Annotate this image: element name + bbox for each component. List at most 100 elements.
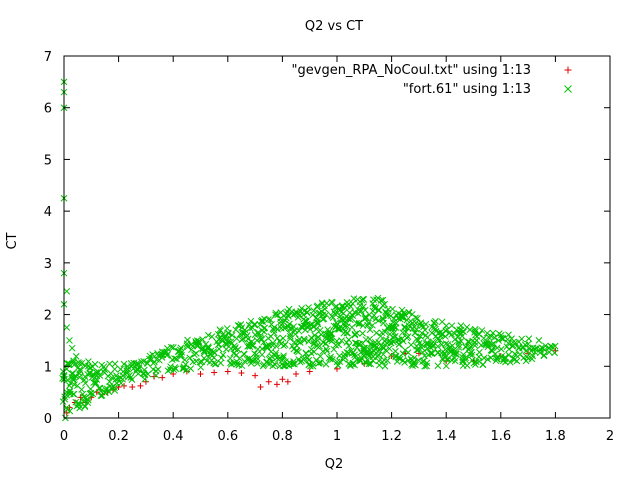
- data-point-fort61: [414, 314, 421, 322]
- data-point-fort61: [280, 362, 287, 370]
- data-point-fort61: [412, 314, 419, 322]
- data-point-fort61: [258, 345, 266, 353]
- y-tick-label: 2: [44, 309, 52, 324]
- data-point-rpa: [293, 371, 300, 378]
- data-point-fort61: [70, 390, 77, 398]
- data-point-fort61: [458, 332, 466, 340]
- data-point-fort61: [348, 347, 355, 354]
- data-point-rpa: [211, 369, 218, 376]
- data-point-rpa: [224, 368, 231, 375]
- data-point-fort61: [69, 376, 77, 384]
- data-point-fort61: [475, 330, 483, 338]
- data-point-fort61: [370, 303, 378, 311]
- data-point-fort61: [119, 372, 127, 379]
- data-point-fort61: [210, 359, 218, 367]
- data-point-fort61: [274, 334, 281, 342]
- data-point-fort61: [341, 315, 349, 323]
- data-point-fort61: [80, 393, 88, 401]
- data-point-fort61: [342, 319, 350, 327]
- data-point-fort61: [394, 336, 401, 344]
- data-point-fort61: [289, 360, 297, 368]
- data-point-fort61: [322, 311, 330, 319]
- data-point-fort61: [430, 341, 437, 349]
- data-point-fort61: [120, 360, 128, 368]
- data-point-fort61: [320, 315, 328, 323]
- data-point-fort61: [205, 331, 212, 339]
- chart-title: Q2 vs CT: [305, 19, 363, 34]
- data-point-rpa: [306, 368, 313, 375]
- y-tick-label: 7: [44, 50, 52, 65]
- data-point-fort61: [63, 324, 71, 331]
- data-point-fort61: [269, 358, 276, 366]
- data-point-fort61: [329, 356, 336, 363]
- data-point-fort61: [360, 303, 367, 310]
- data-point-fort61: [171, 355, 178, 362]
- data-point-fort61: [381, 337, 388, 345]
- data-point-fort61: [75, 399, 82, 407]
- legend-marker: [564, 66, 572, 74]
- data-point-fort61: [270, 324, 278, 331]
- data-point-fort61: [317, 359, 325, 366]
- data-point-fort61: [451, 336, 459, 343]
- data-point-fort61: [251, 320, 259, 328]
- data-point-fort61: [224, 338, 232, 346]
- data-point-fort61: [488, 341, 496, 348]
- data-point-fort61: [375, 306, 383, 314]
- data-point-fort61: [527, 347, 535, 355]
- data-point-fort61: [219, 351, 227, 359]
- data-point-rpa: [159, 374, 166, 381]
- data-point-fort61: [281, 341, 289, 349]
- data-point-fort61: [82, 362, 89, 370]
- data-point-fort61: [345, 336, 353, 344]
- x-tick-label: 1.2: [381, 429, 402, 444]
- data-point-fort61: [361, 315, 369, 322]
- data-point-fort61: [253, 357, 260, 364]
- data-point-fort61: [341, 354, 349, 362]
- data-point-fort61: [323, 299, 330, 307]
- data-point-fort61: [505, 351, 512, 359]
- data-point-fort61: [272, 349, 280, 357]
- data-point-fort61: [395, 341, 403, 348]
- data-point-fort61: [240, 350, 248, 358]
- data-point-fort61: [422, 320, 430, 328]
- data-point-fort61: [522, 347, 530, 355]
- data-point-fort61: [511, 356, 518, 364]
- data-point-fort61: [349, 300, 356, 307]
- data-point-fort61: [366, 335, 374, 343]
- data-point-fort61: [198, 358, 206, 366]
- data-point-fort61: [358, 296, 366, 304]
- data-point-fort61: [169, 344, 177, 351]
- data-point-fort61: [364, 356, 371, 364]
- data-point-fort61: [390, 323, 398, 331]
- data-point-fort61: [524, 340, 532, 348]
- data-point-fort61: [228, 331, 236, 339]
- data-point-fort61: [164, 367, 172, 375]
- data-point-fort61: [298, 357, 306, 365]
- data-point-fort61: [154, 365, 162, 373]
- data-point-fort61: [505, 331, 512, 339]
- x-tick-label: 0.8: [272, 429, 293, 444]
- data-point-fort61: [351, 331, 359, 339]
- data-point-fort61: [355, 306, 362, 314]
- data-point-fort61: [95, 384, 103, 392]
- data-point-fort61: [135, 364, 143, 372]
- data-point-fort61: [66, 337, 73, 344]
- y-tick-label: 6: [44, 102, 52, 117]
- data-point-fort61: [151, 358, 158, 366]
- data-point-fort61: [419, 348, 427, 356]
- data-point-fort61: [183, 342, 191, 350]
- data-point-fort61: [405, 309, 413, 316]
- data-point-fort61: [466, 326, 474, 334]
- data-point-fort61: [480, 354, 488, 362]
- data-point-fort61: [321, 305, 329, 313]
- data-point-fort61: [460, 351, 467, 359]
- data-point-fort61: [187, 365, 195, 373]
- data-point-fort61: [323, 347, 331, 355]
- x-tick-label: 1.6: [490, 429, 511, 444]
- data-point-fort61: [426, 349, 434, 357]
- x-axis-label: Q2: [325, 457, 344, 472]
- data-point-fort61: [402, 328, 410, 336]
- data-point-fort61: [266, 354, 274, 362]
- data-point-fort61: [472, 361, 479, 368]
